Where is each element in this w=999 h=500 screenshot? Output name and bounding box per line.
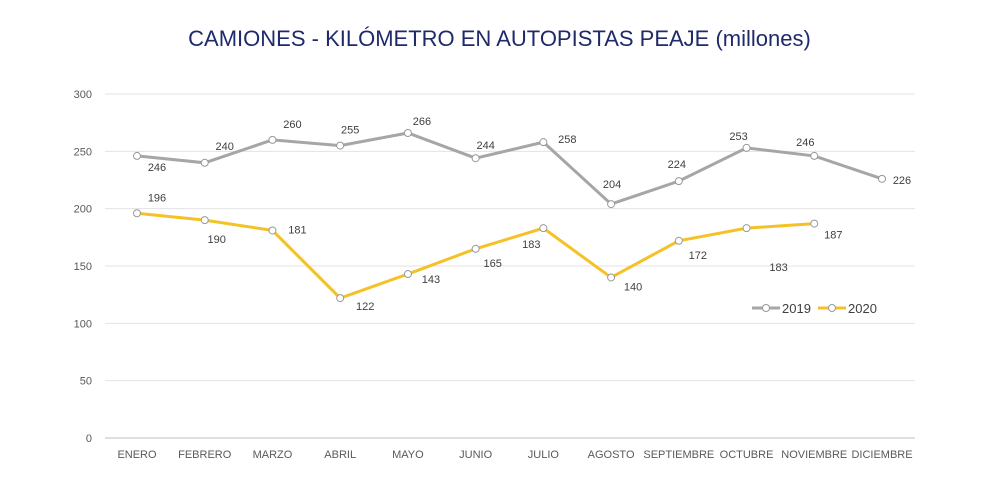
data-point [403, 270, 412, 279]
data-label: 183 [522, 239, 540, 251]
y-tick-label: 250 [74, 146, 92, 158]
data-label: 187 [824, 230, 842, 242]
data-point [878, 174, 886, 183]
y-tick-label: 150 [74, 261, 92, 273]
data-point [539, 224, 548, 233]
data-point [471, 244, 480, 253]
data-point [200, 158, 209, 167]
data-label: 244 [476, 140, 494, 152]
data-label: 253 [729, 131, 747, 143]
x-tick-label: DICIEMBRE [851, 449, 912, 461]
data-point [810, 151, 819, 160]
data-label: 226 [893, 175, 911, 187]
data-point [403, 128, 412, 137]
x-tick-label: NOVIEMBRE [781, 449, 847, 461]
data-point [133, 209, 141, 218]
data-point [268, 226, 277, 235]
legend-label: 2019 [782, 301, 811, 316]
data-point [810, 219, 819, 228]
data-point [471, 154, 480, 163]
data-label: 183 [769, 262, 787, 274]
y-tick-label: 200 [74, 204, 92, 216]
data-point [674, 177, 683, 186]
x-tick-label: ABRIL [324, 449, 356, 461]
x-tick-label: OCTUBRE [720, 449, 774, 461]
y-tick-label: 50 [80, 376, 92, 388]
data-point [607, 273, 616, 282]
data-label: 224 [668, 159, 686, 171]
data-point [742, 224, 751, 233]
data-label: 260 [283, 119, 301, 131]
x-tick-label: AGOSTO [588, 449, 635, 461]
data-point [200, 216, 209, 225]
legend-marker [828, 304, 836, 312]
data-point [133, 151, 141, 160]
x-tick-label: ENERO [117, 449, 157, 461]
x-tick-label: JULIO [528, 449, 560, 461]
y-tick-label: 100 [74, 318, 92, 330]
data-label: 246 [148, 162, 166, 174]
series-line-2020 [136, 211, 815, 300]
data-label: 165 [483, 258, 501, 270]
data-label: 190 [208, 234, 226, 246]
data-point [607, 200, 616, 209]
data-label: 258 [558, 134, 576, 146]
legend-label: 2020 [848, 301, 877, 316]
data-label: 181 [288, 224, 306, 236]
x-tick-label: MARZO [253, 449, 293, 461]
data-label: 266 [413, 116, 431, 128]
data-point [539, 138, 548, 147]
data-label: 246 [796, 137, 814, 149]
chart-title: CAMIONES - KILÓMETRO EN AUTOPISTAS PEAJE… [188, 26, 811, 51]
data-label: 204 [603, 179, 621, 191]
x-tick-label: JUNIO [459, 449, 492, 461]
data-point [268, 135, 277, 144]
data-point [336, 294, 345, 303]
data-label: 255 [341, 125, 359, 137]
x-tick-label: FEBRERO [178, 449, 232, 461]
data-point [336, 141, 345, 150]
x-tick-label: SEPTIEMBRE [643, 449, 714, 461]
legend-marker [762, 304, 770, 312]
y-tick-label: 0 [86, 433, 92, 445]
y-tick-label: 300 [74, 89, 92, 101]
data-label: 196 [148, 192, 166, 204]
data-label: 143 [422, 274, 440, 286]
data-point [674, 236, 683, 245]
data-point [742, 143, 751, 152]
data-label: 140 [624, 281, 642, 293]
x-tick-label: MAYO [392, 449, 424, 461]
series-line-2019 [136, 131, 883, 206]
data-label: 122 [356, 301, 374, 313]
data-label: 240 [216, 141, 234, 153]
data-label: 172 [689, 250, 707, 262]
